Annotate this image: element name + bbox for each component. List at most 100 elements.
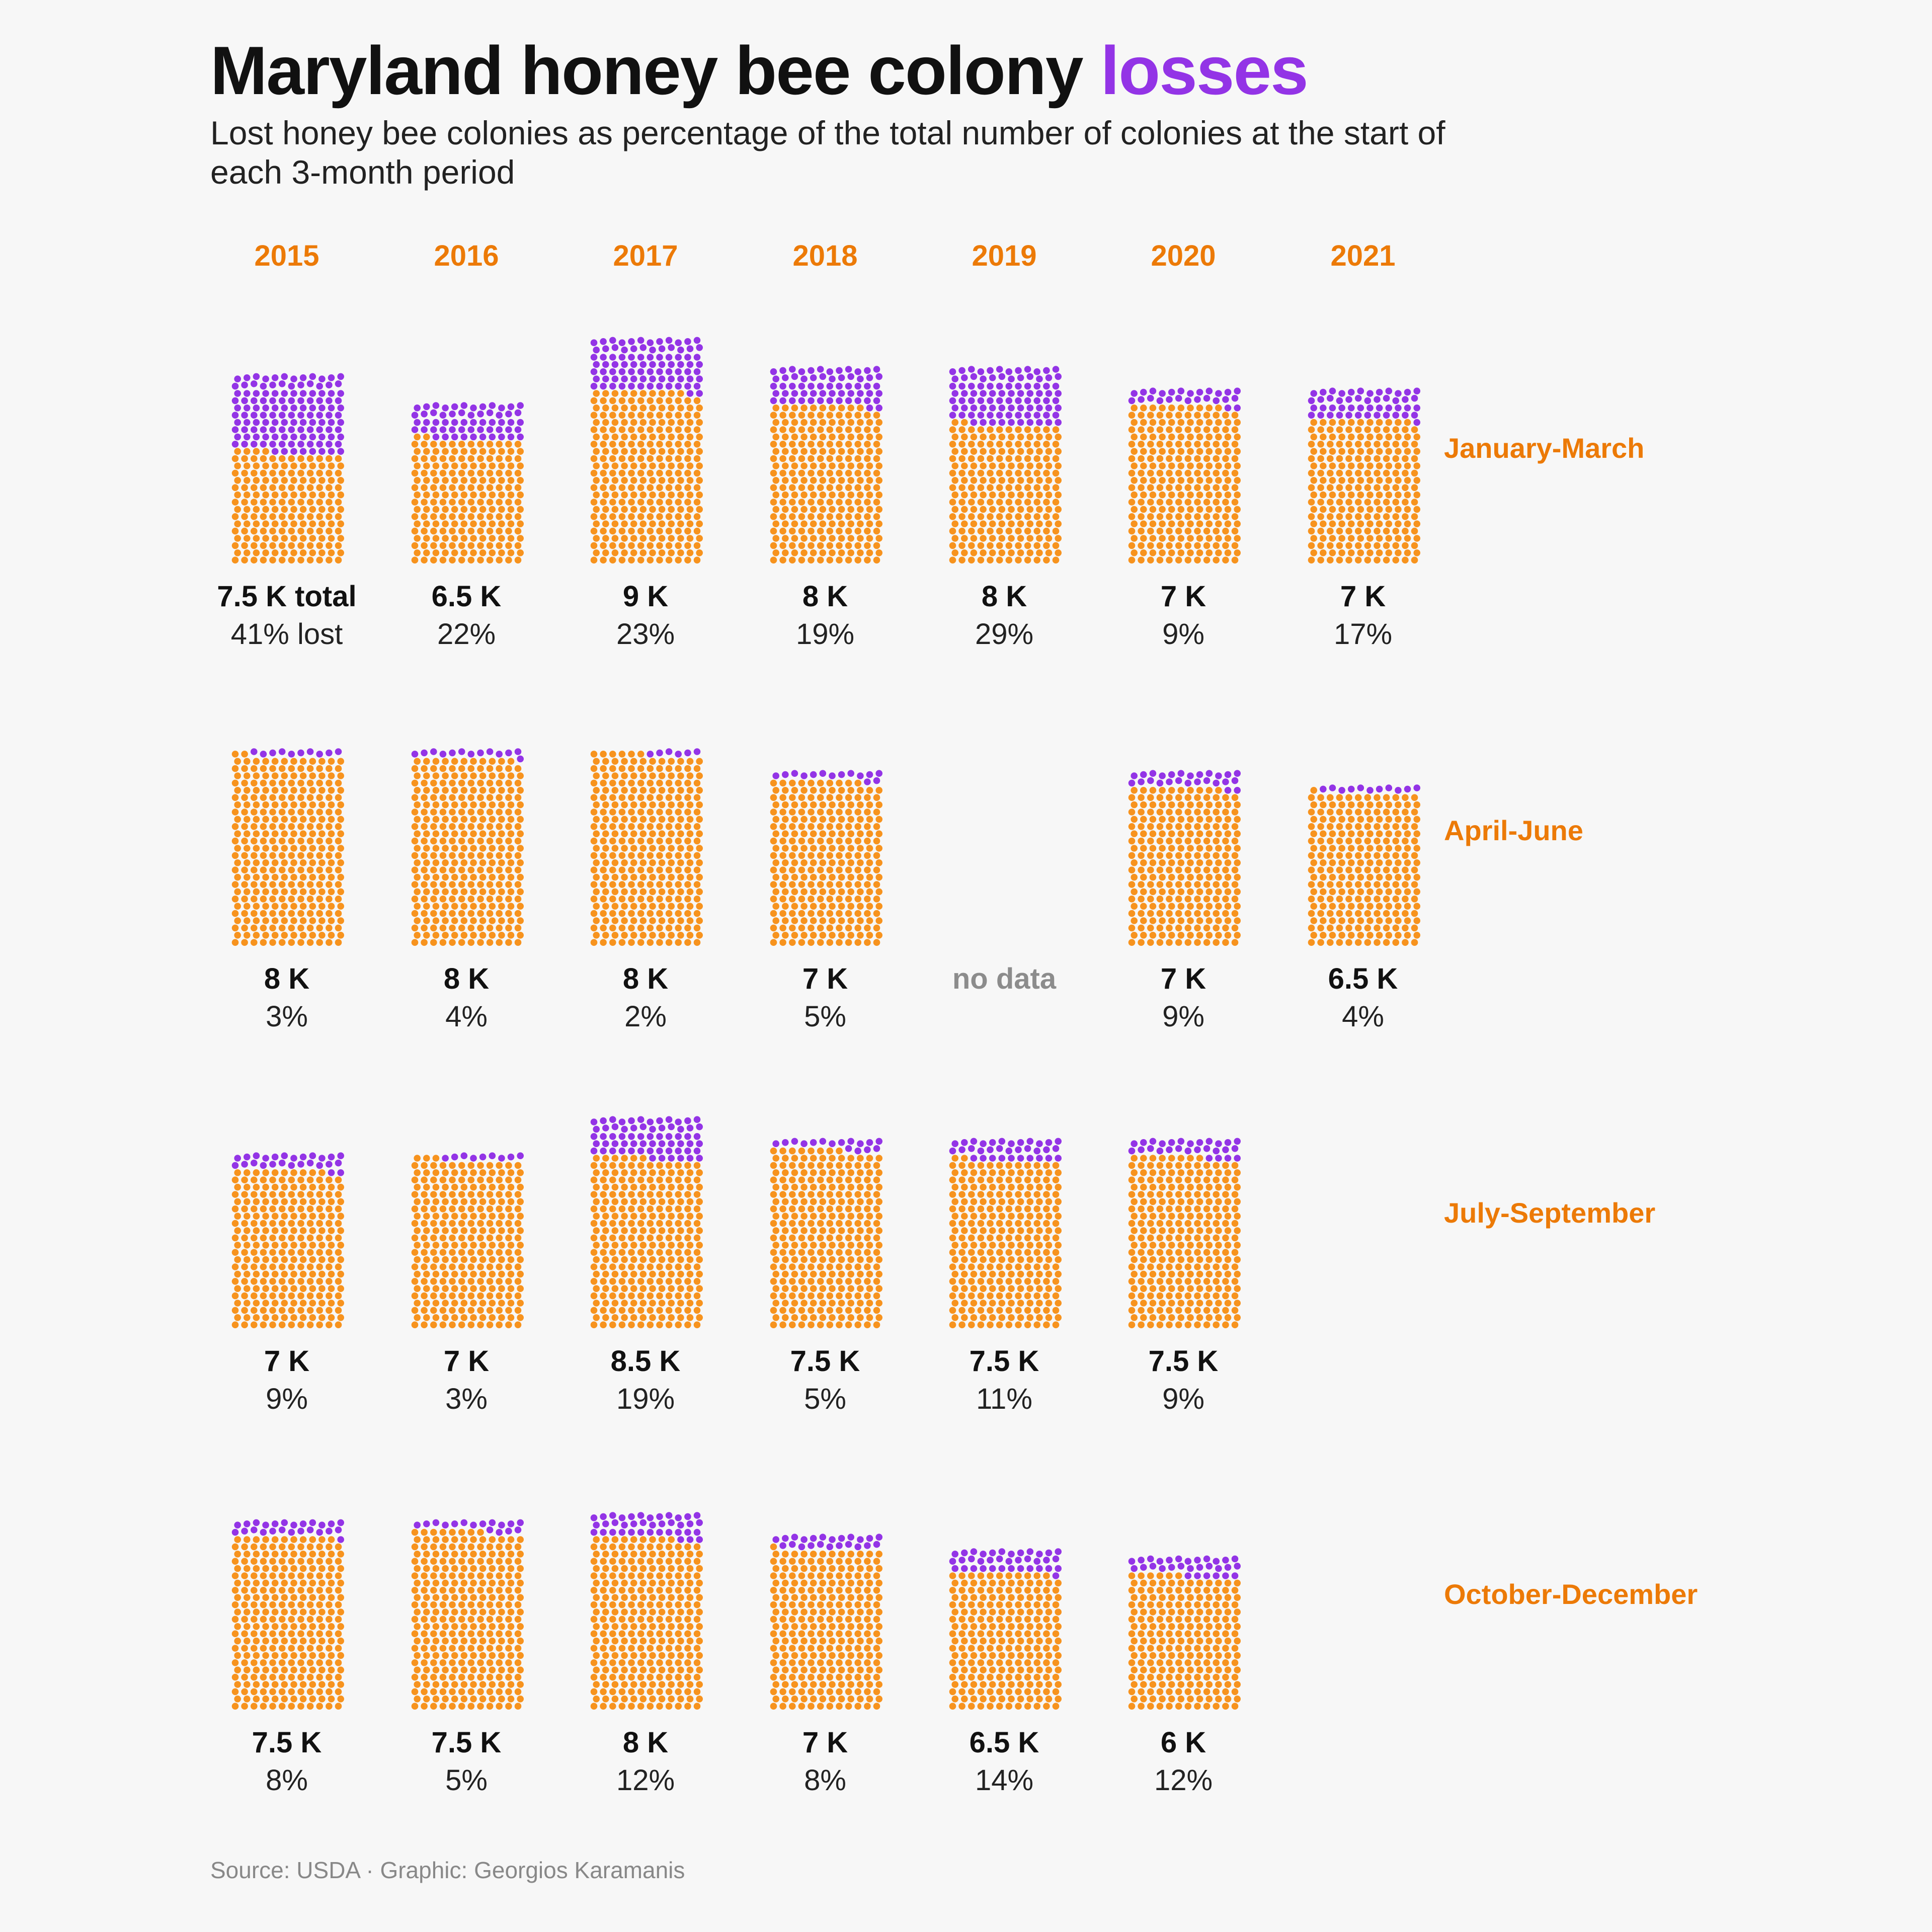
colony-total-label: 8 K bbox=[982, 580, 1027, 613]
kept-colony-dot bbox=[269, 542, 276, 549]
kept-colony-dot bbox=[989, 477, 996, 484]
kept-colony-dot bbox=[316, 809, 323, 816]
kept-colony-dot bbox=[630, 462, 637, 469]
lost-colony-dot bbox=[998, 390, 1006, 397]
kept-colony-dot bbox=[1131, 506, 1138, 513]
kept-colony-dot bbox=[647, 1205, 654, 1213]
lost-colony-dot bbox=[621, 375, 628, 382]
kept-colony-dot bbox=[498, 520, 505, 527]
kept-colony-dot bbox=[1024, 499, 1031, 506]
kept-colony-dot bbox=[262, 787, 269, 794]
lost-colony-dot bbox=[1385, 405, 1393, 412]
kept-colony-dot bbox=[951, 448, 958, 455]
kept-colony-dot bbox=[306, 1234, 314, 1242]
kept-colony-dot bbox=[1354, 881, 1362, 888]
kept-colony-dot bbox=[1159, 873, 1166, 881]
kept-colony-dot bbox=[637, 881, 645, 888]
lost-colony-dot bbox=[1140, 771, 1147, 778]
kept-colony-dot bbox=[637, 527, 645, 535]
lost-colony-dot bbox=[1413, 387, 1420, 394]
kept-colony-dot bbox=[1308, 837, 1315, 845]
lost-colony-dot bbox=[847, 390, 854, 397]
kept-colony-dot bbox=[278, 765, 286, 772]
kept-colony-dot bbox=[1234, 888, 1241, 896]
lost-colony-dot bbox=[649, 375, 656, 382]
kept-colony-dot bbox=[857, 462, 864, 469]
kept-colony-dot bbox=[316, 1191, 323, 1198]
waffle-block bbox=[231, 373, 344, 564]
kept-colony-dot bbox=[1402, 542, 1409, 549]
kept-colony-dot bbox=[665, 896, 673, 903]
kept-colony-dot bbox=[1234, 816, 1241, 823]
kept-colony-dot bbox=[684, 1292, 691, 1300]
lost-colony-dot bbox=[1026, 405, 1034, 412]
lost-colony-dot bbox=[618, 339, 626, 346]
lost-colony-dot bbox=[1036, 405, 1043, 412]
kept-colony-dot bbox=[1184, 426, 1192, 433]
kept-colony-dot bbox=[486, 542, 494, 549]
kept-colony-dot bbox=[411, 1278, 419, 1285]
kept-colony-dot bbox=[696, 448, 703, 455]
kept-colony-dot bbox=[649, 859, 656, 866]
kept-colony-dot bbox=[845, 896, 852, 903]
kept-colony-dot bbox=[414, 1285, 421, 1292]
lost-colony-dot bbox=[306, 748, 314, 755]
kept-colony-dot bbox=[798, 441, 806, 448]
kept-colony-dot bbox=[1215, 520, 1222, 527]
kept-colony-dot bbox=[875, 830, 882, 837]
lost-colony-dot bbox=[686, 390, 694, 397]
kept-colony-dot bbox=[1329, 845, 1336, 852]
lost-colony-dot bbox=[1222, 396, 1229, 403]
kept-colony-dot bbox=[421, 484, 428, 491]
kept-colony-dot bbox=[637, 1321, 645, 1328]
kept-colony-dot bbox=[1383, 499, 1390, 506]
kept-colony-dot bbox=[423, 1256, 430, 1263]
kept-colony-dot bbox=[1033, 441, 1040, 448]
kept-colony-dot bbox=[505, 1205, 512, 1213]
kept-colony-dot bbox=[618, 1191, 626, 1198]
kept-colony-dot bbox=[836, 779, 843, 787]
colony-total-label: 8 K bbox=[623, 962, 668, 995]
kept-colony-dot bbox=[593, 801, 600, 809]
kept-colony-dot bbox=[269, 513, 276, 520]
kept-colony-dot bbox=[864, 924, 871, 932]
kept-colony-dot bbox=[798, 412, 806, 419]
kept-colony-dot bbox=[1159, 405, 1166, 412]
kept-colony-dot bbox=[1215, 535, 1222, 542]
kept-colony-dot bbox=[845, 837, 852, 845]
kept-colony-dot bbox=[772, 549, 779, 556]
kept-colony-dot bbox=[449, 513, 456, 520]
kept-colony-dot bbox=[423, 1242, 430, 1249]
kept-colony-dot bbox=[269, 823, 276, 830]
kept-colony-dot bbox=[637, 837, 645, 845]
lost-colony-dot bbox=[309, 405, 316, 412]
kept-colony-dot bbox=[600, 441, 607, 448]
kept-colony-dot bbox=[630, 1256, 637, 1263]
kept-colony-dot bbox=[1374, 527, 1381, 535]
kept-colony-dot bbox=[299, 1285, 307, 1292]
kept-colony-dot bbox=[1147, 513, 1154, 520]
kept-colony-dot bbox=[970, 520, 978, 527]
kept-colony-dot bbox=[1411, 469, 1418, 477]
kept-colony-dot bbox=[590, 441, 598, 448]
kept-colony-dot bbox=[847, 932, 854, 939]
kept-colony-dot bbox=[486, 484, 494, 491]
kept-colony-dot bbox=[244, 801, 251, 809]
kept-colony-dot bbox=[1374, 441, 1381, 448]
kept-colony-dot bbox=[318, 888, 326, 896]
lost-colony-dot bbox=[782, 771, 789, 778]
kept-colony-dot bbox=[337, 462, 344, 469]
kept-colony-dot bbox=[639, 491, 647, 499]
lost-colony-dot bbox=[1159, 772, 1166, 779]
kept-colony-dot bbox=[1147, 794, 1154, 801]
lost-colony-dot bbox=[290, 419, 297, 426]
kept-colony-dot bbox=[1347, 845, 1355, 852]
kept-colony-dot bbox=[297, 1176, 304, 1183]
kept-colony-dot bbox=[328, 535, 335, 542]
kept-colony-dot bbox=[838, 448, 845, 455]
kept-colony-dot bbox=[467, 455, 475, 462]
lost-colony-dot bbox=[271, 419, 279, 426]
kept-colony-dot bbox=[449, 1292, 456, 1300]
kept-colony-dot bbox=[432, 462, 440, 469]
kept-colony-dot bbox=[675, 939, 682, 946]
